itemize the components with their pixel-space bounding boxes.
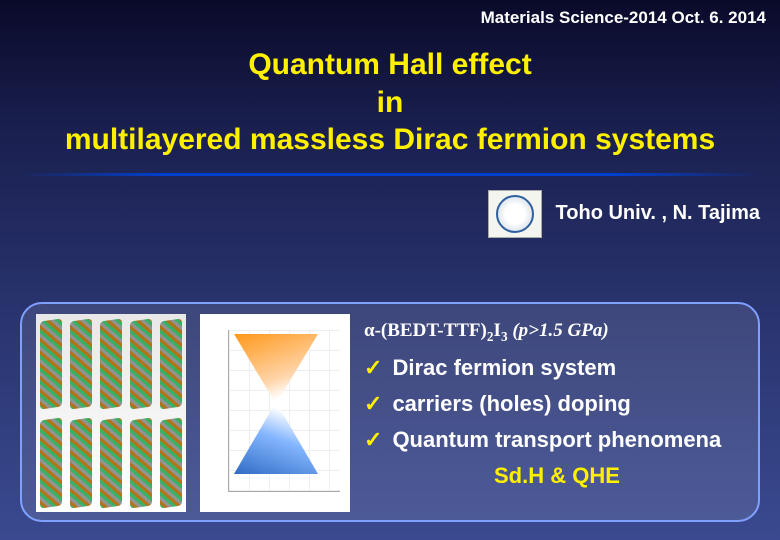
university-logo (488, 190, 542, 238)
title-line-1: Quantum Hall effect (20, 46, 760, 84)
check-icon: ✓ (364, 355, 382, 381)
slide-header: Materials Science-2014 Oct. 6. 2014 (0, 0, 780, 28)
affiliation-row: Toho Univ. , N. Tajima (0, 190, 760, 238)
slide-title: Quantum Hall effect in multilayered mass… (20, 46, 760, 176)
check-icon: ✓ (364, 391, 382, 417)
compound-formula: α-(BEDT-TTF)2I3 (p>1.5 GPa) (364, 320, 744, 345)
bullet-item: ✓ Dirac fermion system (364, 355, 744, 381)
conference-name: Materials Science-2014 (481, 8, 667, 27)
bullet-item: ✓ Quantum transport phenomena (364, 427, 744, 453)
bullet-text: carriers (holes) doping (392, 391, 630, 417)
crystal-structure-figure (36, 314, 186, 512)
bullet-list: α-(BEDT-TTF)2I3 (p>1.5 GPa) ✓ Dirac ferm… (364, 314, 744, 510)
title-line-2: in (20, 84, 760, 122)
bullet-text: Quantum transport phenomena (392, 427, 721, 453)
content-panel: α-(BEDT-TTF)2I3 (p>1.5 GPa) ✓ Dirac ferm… (20, 302, 760, 522)
bullet-text: Dirac fermion system (392, 355, 616, 381)
presentation-date: Oct. 6. 2014 (671, 8, 766, 27)
affiliation-text: Toho Univ. , N. Tajima (556, 202, 760, 225)
dirac-cone-figure (200, 314, 350, 512)
title-line-3: multilayered massless Dirac fermion syst… (20, 121, 760, 159)
bullet-item: ✓ carriers (holes) doping (364, 391, 744, 417)
check-icon: ✓ (364, 427, 382, 453)
footer-line: Sd.H & QHE (364, 463, 744, 489)
